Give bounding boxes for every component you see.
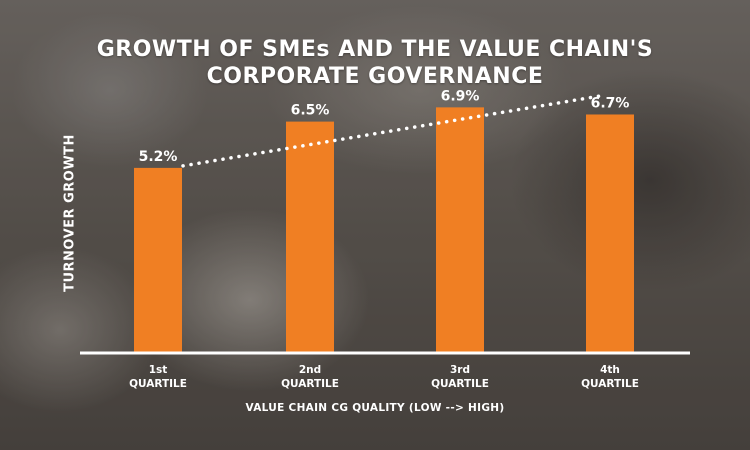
data-labels-group: 5.2% 6.5% 6.9% 6.7% — [139, 88, 630, 165]
bar-4 — [586, 114, 634, 353]
x-tick-label-2: 2nd QUARTILE — [281, 364, 339, 390]
bar-1 — [134, 167, 182, 353]
bar-2 — [286, 121, 334, 353]
data-label-2: 6.5% — [291, 103, 330, 119]
trend-line — [181, 93, 605, 168]
x-tick-label-4: 4th QUARTILE — [581, 364, 639, 390]
data-label-4: 6.7% — [591, 95, 630, 111]
chart-title-line-2: CORPORATE GOVERNANCE — [206, 64, 544, 89]
data-label-3: 6.9% — [441, 88, 480, 104]
x-axis-label: VALUE CHAIN CG QUALITY (LOW --> HIGH) — [245, 402, 505, 414]
x-tick-label-1: 1st QUARTILE — [129, 364, 187, 390]
x-tick-label-3: 3rd QUARTILE — [431, 364, 489, 390]
chart-title: GROWTH OF SMEs AND THE VALUE CHAIN'S COR… — [0, 36, 750, 90]
chart-title-line-1: GROWTH OF SMEs AND THE VALUE CHAIN'S — [96, 37, 654, 62]
bars-group — [134, 107, 634, 353]
bar-3 — [436, 107, 484, 353]
data-label-1: 5.2% — [139, 149, 178, 165]
